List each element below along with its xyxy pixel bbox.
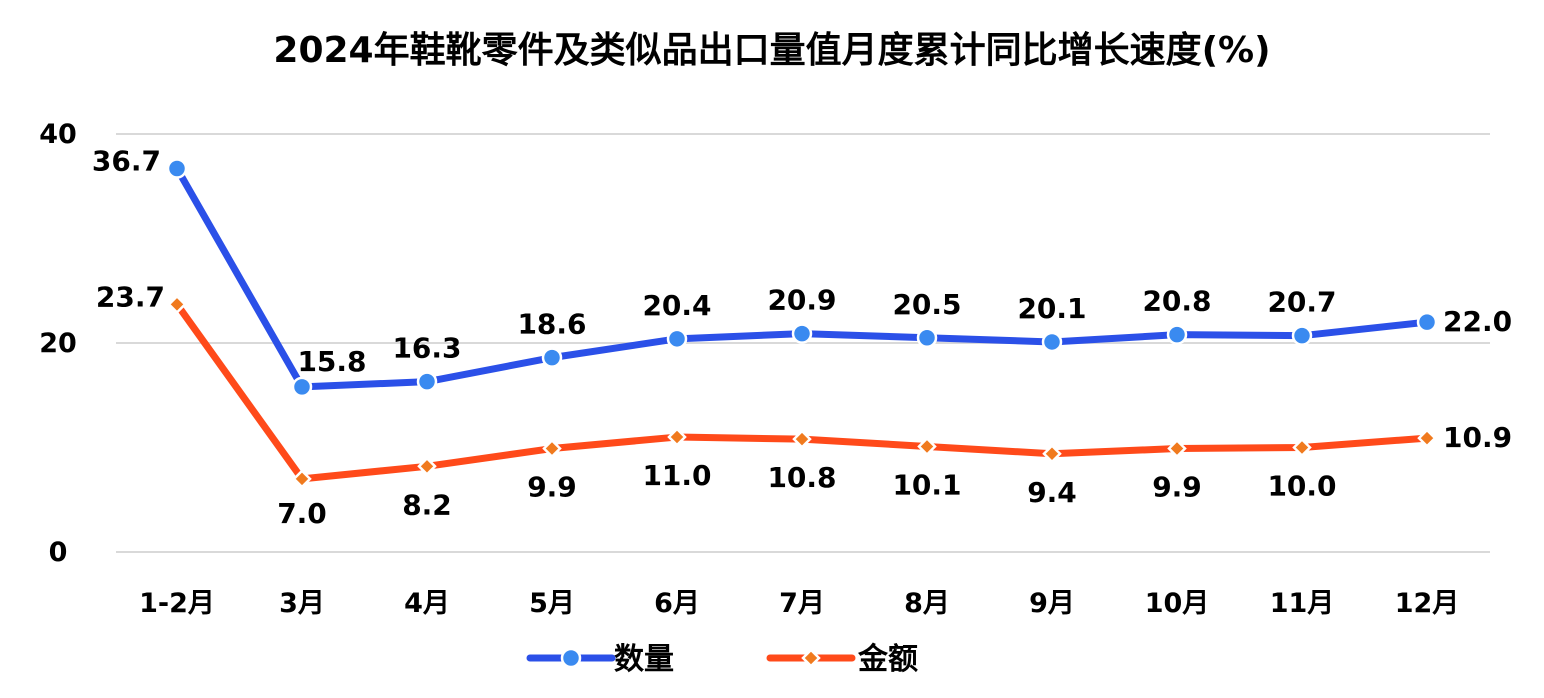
data-label: 22.0 [1443, 305, 1512, 338]
data-point [1416, 311, 1438, 333]
data-point [667, 427, 687, 447]
data-point [1167, 438, 1187, 459]
y-tick-label: 20 [39, 328, 77, 359]
y-tick-label: 40 [39, 119, 77, 150]
data-point [417, 456, 437, 477]
data-label: 16.3 [392, 332, 461, 365]
data-label: 20.9 [767, 284, 836, 317]
data-label: 36.7 [92, 144, 161, 177]
chart-title: 2024年鞋靴零件及类似品出口量值月度累计同比增长速度(%) [273, 30, 1270, 71]
x-tick-label: 7月 [779, 588, 825, 619]
data-point [666, 328, 688, 350]
x-tick-label: 4月 [404, 588, 450, 619]
y-tick-label: 0 [49, 537, 68, 568]
data-point [292, 469, 312, 489]
data-point [1166, 324, 1188, 345]
data-label: 9.9 [527, 471, 577, 504]
legend-item: 数量 [526, 642, 674, 677]
x-tick-label: 6月 [654, 588, 700, 619]
data-point [1291, 325, 1313, 346]
data-labels: 36.7 15.8 16.3 18.6 20.4 20.9 20.5 20.1 20.8 20.7… [92, 144, 1512, 529]
data-label: 10.1 [892, 468, 961, 501]
data-label: 18.6 [517, 308, 586, 341]
data-label: 10.0 [1267, 470, 1336, 503]
data-label: 15.8 [297, 345, 366, 378]
data-point [916, 327, 938, 349]
x-tick-label: 5月 [529, 588, 575, 619]
data-point [166, 158, 188, 179]
data-point [1041, 331, 1063, 353]
data-point [791, 323, 813, 344]
data-label: 9.9 [1152, 471, 1202, 504]
data-label: 20.8 [1142, 285, 1211, 318]
x-tick-label: 11月 [1270, 588, 1335, 619]
data-point [1417, 428, 1437, 448]
series-markers [166, 158, 1438, 489]
legend-label: 金额 [857, 642, 918, 677]
x-tick-label: 12月 [1395, 588, 1460, 619]
data-label: 23.7 [96, 280, 165, 313]
x-tick-label: 1-2月 [139, 588, 215, 619]
x-tick-label: 9月 [1029, 588, 1075, 619]
data-label: 20.5 [892, 288, 961, 321]
data-point [1292, 437, 1312, 458]
data-label: 20.4 [642, 289, 711, 322]
data-point [542, 438, 562, 459]
data-point [541, 347, 563, 368]
data-point [167, 294, 187, 315]
y-axis-ticks: 0 20 40 [39, 119, 77, 568]
legend-marker [560, 647, 582, 669]
x-tick-label: 10月 [1145, 588, 1210, 619]
data-label: 11.0 [642, 459, 711, 492]
data-point [792, 429, 812, 449]
legend: 数量 金额 [526, 642, 918, 677]
data-label: 10.9 [1443, 421, 1512, 454]
legend-marker [801, 648, 821, 668]
x-axis-ticks: 1-2月 3月 4月 5月 6月 7月 8月 9月 10月 11月 12月 [139, 588, 1459, 619]
legend-item: 金额 [766, 642, 918, 677]
data-point [917, 436, 937, 457]
data-label: 7.0 [277, 497, 327, 530]
data-label: 9.4 [1027, 476, 1077, 509]
data-point [291, 376, 313, 398]
legend-label: 数量 [614, 642, 674, 677]
x-tick-label: 8月 [904, 588, 950, 619]
data-label: 8.2 [402, 488, 452, 521]
data-label: 20.1 [1017, 292, 1086, 325]
x-tick-label: 3月 [279, 588, 325, 619]
data-point [1042, 444, 1062, 464]
data-label: 20.7 [1267, 286, 1336, 319]
data-label: 10.8 [767, 461, 836, 494]
data-point [416, 371, 438, 392]
